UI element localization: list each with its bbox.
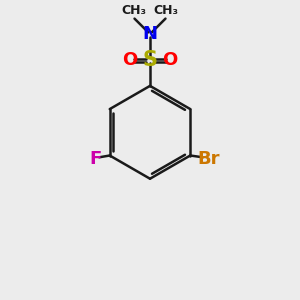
Text: S: S	[142, 50, 158, 70]
Text: CH₃: CH₃	[122, 4, 147, 17]
Text: F: F	[89, 149, 101, 167]
Text: O: O	[163, 51, 178, 69]
Text: Br: Br	[197, 149, 220, 167]
Text: CH₃: CH₃	[153, 4, 178, 17]
Text: O: O	[122, 51, 137, 69]
Text: N: N	[142, 25, 158, 43]
